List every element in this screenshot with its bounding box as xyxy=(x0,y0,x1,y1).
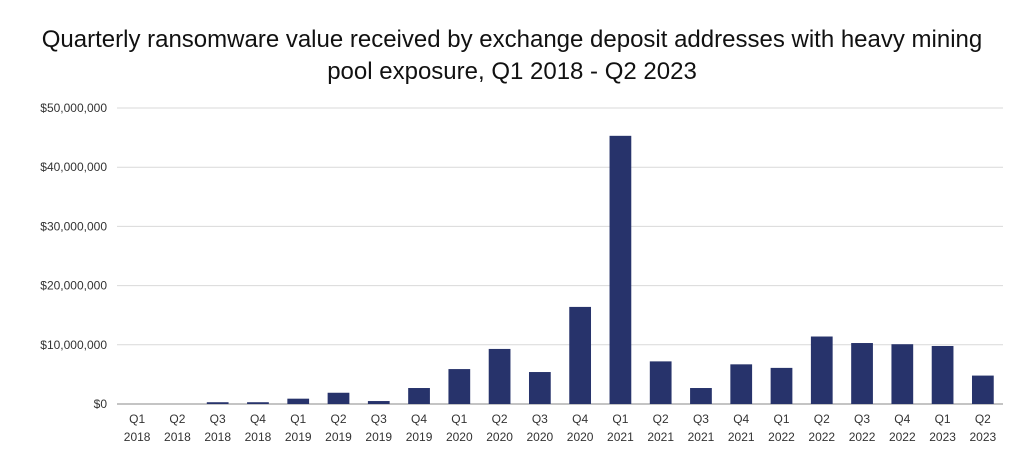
x-tick-label-year: 2021 xyxy=(728,430,755,444)
x-tick-label-quarter: Q2 xyxy=(492,412,508,426)
x-tick-label-year: 2018 xyxy=(164,430,191,444)
bar xyxy=(247,402,269,404)
bar xyxy=(408,388,430,404)
x-tick-label-quarter: Q2 xyxy=(330,412,346,426)
x-tick-label-year: 2020 xyxy=(567,430,594,444)
bar xyxy=(528,372,551,404)
chart-title: Quarterly ransomware value received by e… xyxy=(0,24,1024,88)
x-tick-label-quarter: Q1 xyxy=(612,412,628,426)
x-tick-label-year: 2023 xyxy=(929,430,956,444)
bar xyxy=(690,388,712,404)
x-tick-label-year: 2022 xyxy=(849,430,876,444)
y-tick-label: $50,000,000 xyxy=(40,101,107,115)
x-tick-label-year: 2023 xyxy=(970,430,997,444)
x-tick-label-year: 2020 xyxy=(486,430,513,444)
x-tick-label-year: 2021 xyxy=(607,430,634,444)
x-tick-label-quarter: Q3 xyxy=(532,412,548,426)
x-tick-label-quarter: Q3 xyxy=(693,412,709,426)
x-tick-label-quarter: Q1 xyxy=(935,412,951,426)
x-tick-label-year: 2019 xyxy=(365,430,392,444)
x-tick-label-quarter: Q4 xyxy=(733,412,749,426)
x-tick-label-year: 2022 xyxy=(889,430,916,444)
y-tick-label: $20,000,000 xyxy=(40,279,107,293)
x-tick-label-year: 2019 xyxy=(325,430,352,444)
y-tick-label: $30,000,000 xyxy=(40,219,107,233)
x-tick-label-quarter: Q4 xyxy=(572,412,588,426)
x-tick-label-year: 2018 xyxy=(204,430,231,444)
bar xyxy=(609,135,632,404)
x-tick-label-year: 2022 xyxy=(808,430,835,444)
bar xyxy=(448,369,471,404)
x-tick-label-quarter: Q4 xyxy=(894,412,910,426)
bar xyxy=(770,367,793,404)
x-axis: Q1 2018 Q2 2018 Q3 2018 Q4 2018 Q1 2019 Q2 2019 Q3 20… xyxy=(124,412,997,444)
bar xyxy=(206,402,229,404)
x-tick-label-quarter: Q1 xyxy=(451,412,467,426)
bar xyxy=(569,306,592,404)
bar xyxy=(327,392,350,404)
bar xyxy=(891,344,914,404)
x-tick-label-year: 2022 xyxy=(768,430,795,444)
bar xyxy=(971,375,994,404)
chart-title-line-1: Quarterly ransomware value received by e… xyxy=(41,26,983,53)
x-tick-label-quarter: Q2 xyxy=(975,412,991,426)
bar xyxy=(488,348,511,404)
y-axis: $0 $10,000,000 $20,000,000 $30,000,000 $40,0… xyxy=(40,101,107,411)
x-tick-label-quarter: Q2 xyxy=(653,412,669,426)
bar xyxy=(851,343,873,404)
y-tick-label: $10,000,000 xyxy=(40,338,107,352)
x-tick-label-year: 2018 xyxy=(245,430,272,444)
bar xyxy=(287,398,310,404)
x-tick-label-quarter: Q3 xyxy=(854,412,870,426)
x-tick-label-quarter: Q2 xyxy=(814,412,830,426)
bar xyxy=(931,345,954,404)
x-tick-label-year: 2019 xyxy=(406,430,433,444)
x-tick-label-year: 2021 xyxy=(688,430,715,444)
bar-series xyxy=(206,135,994,404)
bar xyxy=(730,364,753,404)
x-tick-label-quarter: Q3 xyxy=(210,412,226,426)
x-tick-label-quarter: Q1 xyxy=(773,412,789,426)
y-tick-label: $0 xyxy=(94,397,108,411)
bar xyxy=(810,336,833,404)
bar xyxy=(649,361,672,404)
x-tick-label-quarter: Q1 xyxy=(290,412,306,426)
x-tick-label-quarter: Q4 xyxy=(411,412,427,426)
x-tick-label-year: 2021 xyxy=(647,430,674,444)
x-tick-label-year: 2020 xyxy=(527,430,554,444)
chart-title-line-2: pool exposure, Q1 2018 - Q2 2023 xyxy=(327,58,697,85)
x-tick-label-year: 2019 xyxy=(285,430,312,444)
x-tick-label-quarter: Q2 xyxy=(169,412,185,426)
x-tick-label-year: 2020 xyxy=(446,430,473,444)
x-tick-label-quarter: Q3 xyxy=(371,412,387,426)
y-tick-label: $40,000,000 xyxy=(40,160,107,174)
bar xyxy=(367,401,390,404)
x-tick-label-quarter: Q1 xyxy=(129,412,145,426)
x-tick-label-year: 2018 xyxy=(124,430,151,444)
x-tick-label-quarter: Q4 xyxy=(250,412,266,426)
